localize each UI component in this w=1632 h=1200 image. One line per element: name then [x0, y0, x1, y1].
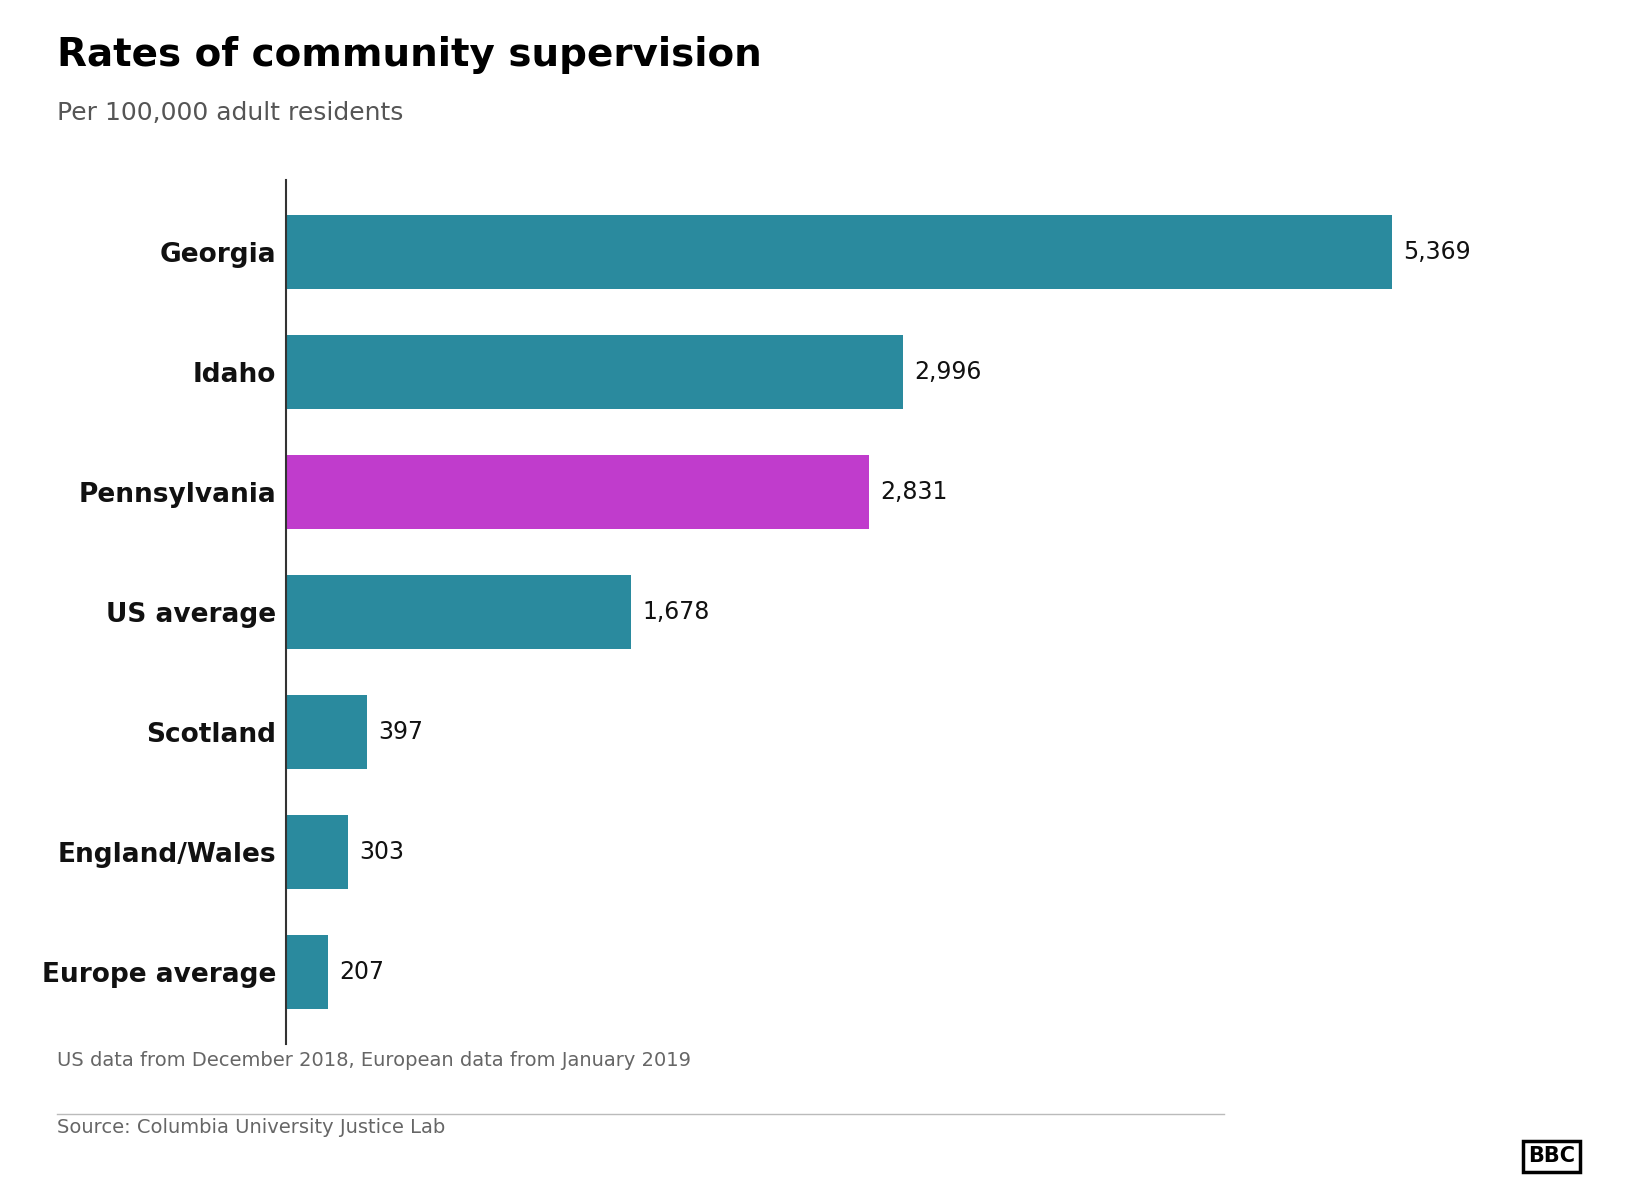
Bar [286, 575, 632, 649]
Text: US data from December 2018, European data from January 2019: US data from December 2018, European dat… [57, 1051, 690, 1070]
Bar [286, 695, 367, 769]
Text: 2,996: 2,996 [914, 360, 981, 384]
Bar [286, 335, 902, 409]
Bar [286, 935, 328, 1009]
Text: Source: Columbia University Justice Lab: Source: Columbia University Justice Lab [57, 1118, 446, 1138]
Text: 207: 207 [339, 960, 385, 984]
Text: BBC: BBC [1528, 1146, 1575, 1166]
Text: 303: 303 [359, 840, 405, 864]
Text: Rates of community supervision: Rates of community supervision [57, 36, 762, 74]
Text: 2,831: 2,831 [880, 480, 948, 504]
Text: 1,678: 1,678 [643, 600, 710, 624]
Text: 5,369: 5,369 [1404, 240, 1470, 264]
Bar [286, 815, 348, 889]
Text: 397: 397 [379, 720, 424, 744]
Bar [286, 215, 1392, 289]
Bar [286, 455, 868, 529]
Text: Per 100,000 adult residents: Per 100,000 adult residents [57, 101, 403, 125]
